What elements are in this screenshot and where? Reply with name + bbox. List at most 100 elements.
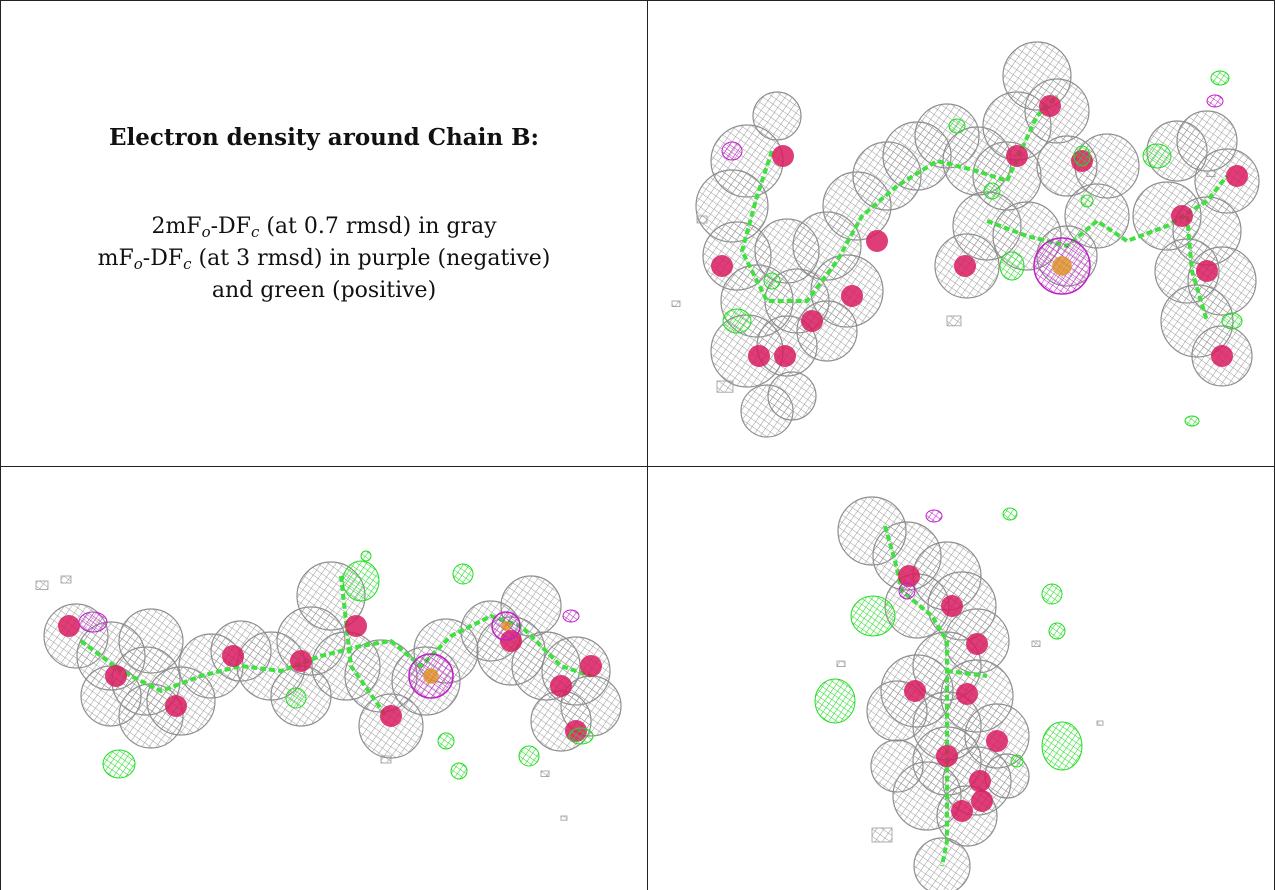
density-blob-positive	[1041, 721, 1083, 771]
oxygen-atom	[904, 680, 926, 702]
density-blob-positive	[850, 595, 896, 637]
oxygen-atom	[774, 345, 796, 367]
density-blob-positive	[450, 762, 468, 780]
density-blob-positive	[763, 272, 781, 290]
legend-fofc-sub-c: c	[183, 255, 192, 273]
density-blob-positive	[1080, 194, 1094, 208]
metal-atom	[1052, 256, 1072, 276]
density-noise	[560, 815, 568, 821]
oxygen-atom	[1226, 165, 1248, 187]
caption-legend: 2mFo-DFc (at 0.7 rmsd) in gray mFo-DFc (…	[1, 211, 647, 307]
oxygen-atom	[345, 615, 367, 637]
density-noise	[540, 770, 550, 777]
oxygen-atom	[1211, 345, 1233, 367]
density-blob-positive	[1010, 754, 1024, 768]
legend-fofc-sub-o: o	[133, 255, 143, 273]
density-noise	[1031, 640, 1041, 647]
metal-atom	[423, 668, 439, 684]
density-blob-positive	[1142, 143, 1172, 169]
density-blob-positive	[1041, 583, 1063, 605]
density-noise	[60, 575, 72, 584]
legend-2fofc-a: 2mF	[151, 214, 202, 239]
carbon-stick	[946, 669, 988, 678]
density-noise	[1206, 170, 1216, 177]
oxygen-atom	[941, 595, 963, 617]
density-blob-positive	[1073, 145, 1091, 167]
legend-line-fofc: mFo-DFc (at 3 rmsd) in purple (negative)	[1, 243, 647, 275]
density-view-bottom-right	[647, 466, 1275, 890]
density-blob-2fofc	[870, 739, 924, 793]
legend-2fofc-sub-o: o	[201, 223, 211, 241]
density-noise	[380, 755, 392, 764]
oxygen-atom	[748, 345, 770, 367]
density-blob-positive	[1184, 415, 1200, 427]
caption-heading: Electron density around Chain B:	[108, 124, 540, 151]
density-blob-positive	[983, 182, 1001, 200]
caption-cell: Electron density around Chain B: 2mFo-DF…	[0, 0, 648, 467]
carbon-stick	[1185, 215, 1209, 322]
legend-2fofc-rest: (at 0.7 rmsd) in gray	[259, 214, 497, 239]
density-view-top-right	[647, 0, 1275, 467]
density-blob-positive	[722, 308, 752, 334]
density-noise	[716, 380, 734, 393]
carbon-stick	[883, 525, 949, 867]
density-blob-positive	[1048, 622, 1066, 640]
density-map-top-view	[671, 41, 1260, 438]
density-blob-negative	[562, 609, 580, 623]
density-blob-negative	[78, 611, 108, 633]
density-blob-negative	[925, 509, 943, 523]
density-noise	[836, 660, 846, 667]
density-blob-positive	[814, 678, 856, 724]
density-blob-positive	[999, 251, 1025, 281]
oxygen-atom	[954, 255, 976, 277]
density-blob-2fofc	[913, 837, 971, 890]
density-noise	[1096, 720, 1104, 726]
density-map-side-view	[35, 550, 622, 821]
oxygen-atom	[966, 633, 988, 655]
oxygen-atom	[1171, 205, 1193, 227]
density-blob-positive	[518, 745, 540, 767]
density-blob-positive	[452, 563, 474, 585]
density-blob-positive	[102, 749, 136, 779]
legend-fofc-a: mF	[97, 246, 134, 271]
density-noise	[35, 580, 49, 590]
oxygen-atom	[380, 705, 402, 727]
carbon-stick	[740, 94, 1059, 303]
density-blob-positive	[342, 560, 380, 602]
oxygen-atom	[772, 145, 794, 167]
oxygen-atom	[1196, 260, 1218, 282]
carbon-stick	[986, 174, 1229, 248]
oxygen-atom	[969, 770, 991, 792]
legend-fofc-rest: (at 3 rmsd) in purple (negative)	[191, 246, 551, 271]
legend-2fofc-sub-c: c	[250, 223, 260, 241]
oxygen-atom	[165, 695, 187, 717]
density-noise	[946, 315, 962, 327]
oxygen-atom	[841, 285, 863, 307]
density-blob-2fofc	[767, 371, 817, 421]
density-blob-negative	[898, 582, 916, 600]
oxygen-atom	[951, 800, 973, 822]
density-blob-negative	[1206, 94, 1224, 108]
density-noise	[871, 827, 893, 843]
oxygen-atom	[986, 730, 1008, 752]
oxygen-atom	[290, 650, 312, 672]
density-blob-positive	[360, 550, 372, 562]
oxygen-atom	[898, 565, 920, 587]
carbon-stick	[339, 575, 388, 718]
density-blob-positive	[568, 727, 594, 745]
oxygen-atom	[971, 790, 993, 812]
density-view-bottom-left	[0, 466, 648, 890]
oxygen-atom	[1039, 95, 1061, 117]
legend-2fofc-b: -DF	[210, 214, 251, 239]
density-blob-positive	[1002, 507, 1018, 521]
legend-line-2fofc: 2mFo-DFc (at 0.7 rmsd) in gray	[1, 211, 647, 243]
density-blob-positive	[1210, 70, 1230, 86]
oxygen-atom	[1006, 145, 1028, 167]
oxygen-atom	[956, 683, 978, 705]
density-blob-negative	[721, 141, 743, 161]
legend-fofc-b: -DF	[142, 246, 184, 271]
oxygen-atom	[222, 645, 244, 667]
density-blob-positive	[1221, 312, 1243, 330]
oxygen-atom	[550, 675, 572, 697]
